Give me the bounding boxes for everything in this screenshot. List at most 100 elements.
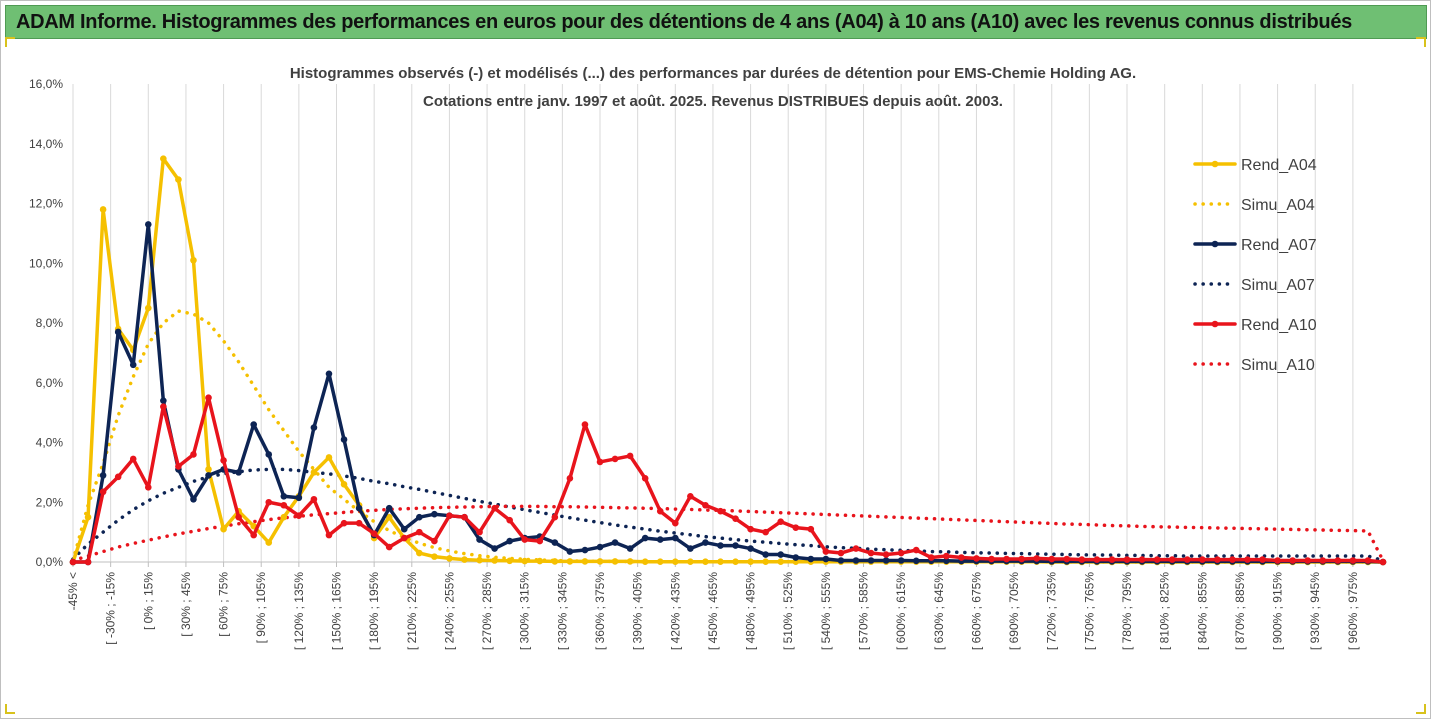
data-point bbox=[641, 534, 649, 542]
data-point bbox=[687, 545, 694, 552]
chart-series bbox=[69, 155, 1387, 566]
data-point bbox=[476, 536, 483, 543]
data-point bbox=[1183, 556, 1191, 563]
data-point bbox=[431, 537, 438, 545]
report-banner: ADAM Informe. Histogrammes des performan… bbox=[5, 5, 1427, 39]
x-tick-label: [ 270% ; 285% bbox=[480, 572, 494, 650]
data-point bbox=[265, 539, 273, 546]
data-point bbox=[762, 551, 769, 558]
data-point bbox=[536, 557, 544, 565]
data-point bbox=[1289, 557, 1296, 564]
data-point bbox=[611, 539, 619, 546]
data-point bbox=[1349, 557, 1357, 564]
x-tick-label: [ 570% ; 585% bbox=[857, 572, 871, 650]
data-point bbox=[175, 176, 182, 183]
y-tick-label: 6,0% bbox=[36, 376, 64, 390]
data-point bbox=[1108, 556, 1116, 563]
data-point bbox=[882, 557, 890, 564]
data-point bbox=[506, 557, 513, 565]
legend-marker bbox=[1211, 240, 1219, 248]
data-point bbox=[626, 545, 634, 552]
data-point bbox=[235, 469, 242, 476]
data-point bbox=[250, 421, 257, 428]
data-point bbox=[355, 504, 363, 512]
data-point bbox=[99, 472, 107, 479]
x-tick-label: [ 0% ; 15% bbox=[141, 572, 155, 630]
x-tick-label: [ 330% ; 345% bbox=[555, 572, 569, 650]
legend-label: Simu_A04 bbox=[1241, 197, 1315, 214]
data-point bbox=[1274, 557, 1281, 564]
data-point bbox=[656, 536, 664, 543]
data-point bbox=[280, 501, 288, 509]
data-point bbox=[626, 558, 634, 565]
data-point bbox=[852, 557, 860, 564]
selection-handle-top-right[interactable] bbox=[1416, 37, 1426, 47]
data-point bbox=[732, 515, 739, 522]
data-point bbox=[867, 549, 875, 557]
data-point bbox=[340, 481, 348, 488]
data-point bbox=[295, 512, 303, 519]
selection-handle-bottom-right[interactable] bbox=[1416, 704, 1426, 714]
data-point bbox=[416, 528, 423, 536]
chart-grid bbox=[72, 84, 1354, 562]
data-point bbox=[400, 534, 408, 542]
data-point bbox=[732, 542, 739, 549]
data-point bbox=[551, 513, 559, 521]
data-point bbox=[671, 534, 679, 542]
x-tick-label: [ -30% ; -15% bbox=[104, 572, 118, 645]
series-line bbox=[71, 309, 1385, 564]
data-point bbox=[1199, 556, 1206, 563]
data-point bbox=[822, 555, 830, 563]
data-point bbox=[927, 554, 935, 561]
series-simu-a07 bbox=[71, 467, 1385, 563]
data-point bbox=[84, 513, 92, 521]
data-point bbox=[84, 558, 92, 566]
x-tick-label: [ 30% ; 45% bbox=[179, 572, 193, 637]
series-line bbox=[71, 222, 1385, 564]
selection-handle-top-left[interactable] bbox=[5, 37, 15, 47]
x-tick-label: [ 540% ; 555% bbox=[819, 572, 833, 650]
data-point bbox=[205, 472, 212, 479]
data-point bbox=[656, 507, 664, 515]
data-point bbox=[897, 549, 905, 557]
data-point bbox=[491, 557, 498, 564]
x-tick-label: [ 660% ; 675% bbox=[969, 572, 983, 650]
x-tick-label: [ 750% ; 765% bbox=[1082, 572, 1096, 650]
x-axis-ticks: -45% < [ -30% ; -15% [ 0% ; 15% [ 30% ; 45%… bbox=[66, 562, 1360, 650]
data-point bbox=[476, 556, 483, 564]
data-point bbox=[641, 475, 649, 482]
data-point bbox=[476, 528, 483, 536]
x-tick-label: [ 300% ; 315% bbox=[518, 572, 532, 650]
data-point bbox=[973, 555, 980, 562]
data-point bbox=[837, 549, 845, 557]
data-point bbox=[1319, 557, 1327, 564]
y-tick-label: 16,0% bbox=[29, 77, 63, 91]
data-point bbox=[310, 469, 318, 476]
legend-marker bbox=[1211, 320, 1219, 328]
data-point bbox=[717, 558, 724, 566]
data-point bbox=[822, 548, 830, 555]
data-point bbox=[1334, 557, 1342, 564]
data-point bbox=[747, 525, 754, 533]
data-point bbox=[400, 525, 408, 533]
legend-item: Simu_A07 bbox=[1193, 277, 1315, 294]
x-tick-label: [ 630% ; 645% bbox=[932, 572, 946, 650]
data-point bbox=[491, 504, 498, 512]
data-point bbox=[220, 525, 227, 533]
data-point bbox=[250, 531, 257, 539]
data-point bbox=[1063, 555, 1071, 563]
selection-handle-bottom-left[interactable] bbox=[5, 704, 15, 714]
data-point bbox=[1093, 556, 1101, 563]
data-point bbox=[687, 558, 694, 566]
data-point bbox=[641, 558, 649, 566]
y-tick-label: 2,0% bbox=[36, 495, 64, 509]
data-point bbox=[461, 556, 468, 563]
data-point bbox=[416, 513, 423, 521]
y-tick-label: 0,0% bbox=[36, 555, 64, 569]
data-point bbox=[521, 536, 529, 543]
legend-item: Simu_A10 bbox=[1193, 357, 1315, 374]
data-point bbox=[912, 557, 920, 565]
data-point bbox=[777, 551, 785, 558]
